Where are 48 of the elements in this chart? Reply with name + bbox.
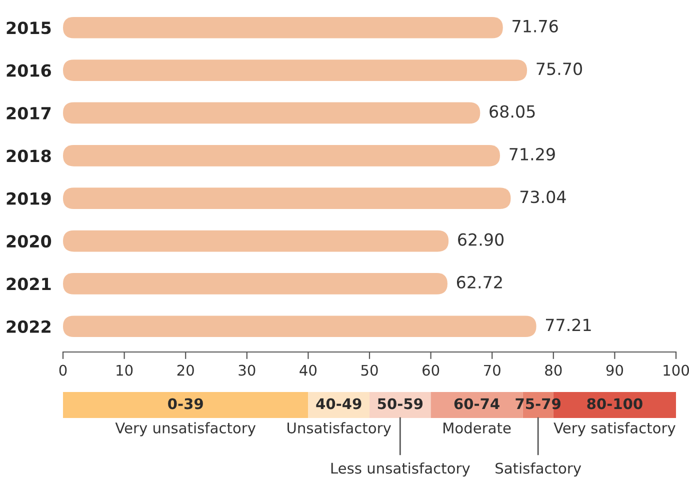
y-tick-label: 2019	[6, 192, 51, 205]
data-label: 80-100	[587, 398, 642, 410]
data-label: 68.05	[490, 105, 535, 118]
data-label: 75.70	[536, 62, 582, 76]
y-tick-label: 2020	[6, 234, 52, 248]
data-label: 50-59	[378, 398, 423, 410]
x-tick-label: 50	[361, 364, 378, 376]
bar	[63, 60, 528, 81]
data-label: 0-39	[168, 398, 203, 410]
y-tick-label: 2022	[6, 320, 50, 333]
data-label: 71.76	[512, 20, 558, 32]
y-tick-label: 2021	[6, 278, 51, 290]
x-tick-label: 20	[177, 364, 194, 376]
x-tick-label: 30	[238, 364, 256, 376]
text: Satisfactory	[496, 462, 582, 477]
y-tick-label: 2015	[6, 22, 51, 34]
data-label: 73.04	[520, 190, 566, 204]
bar	[63, 392, 308, 418]
data-label: 62.72	[456, 276, 502, 289]
y-tick-label: 2017	[6, 106, 51, 120]
x-tick-label: 60	[422, 364, 440, 376]
series-label: Very unsatisfactory	[115, 422, 256, 436]
x-tick-label: 40	[300, 364, 317, 376]
data-label: 77.21	[546, 318, 591, 331]
data-label: 40-49	[316, 398, 362, 410]
bar	[63, 230, 449, 252]
y-tick-label: 2016	[6, 64, 51, 77]
x-tick-label: 0	[59, 364, 67, 376]
series-label: Very satisfactory	[554, 422, 676, 436]
x-tick-label: 90	[606, 364, 624, 376]
x-tick-label: 70	[484, 364, 500, 376]
x-tick-label: 80	[545, 364, 562, 376]
series-label: Moderate	[444, 422, 511, 434]
data-label: 62.90	[458, 233, 504, 246]
x-tick-label: 10	[116, 364, 133, 376]
bar	[63, 188, 511, 210]
text: Less unsatisfactory	[331, 462, 470, 477]
bar	[63, 273, 448, 294]
bar	[63, 102, 480, 124]
x-tick-label: 100	[664, 364, 689, 376]
bar	[63, 316, 536, 338]
bar	[63, 16, 503, 38]
bar	[63, 144, 500, 166]
y-tick-label: 2018	[6, 150, 51, 162]
data-label: 75-79	[516, 398, 560, 410]
data-label: 60-74	[454, 398, 500, 410]
series-label: Unsatisfactory	[288, 422, 392, 436]
data-label: 71.29	[510, 148, 555, 160]
